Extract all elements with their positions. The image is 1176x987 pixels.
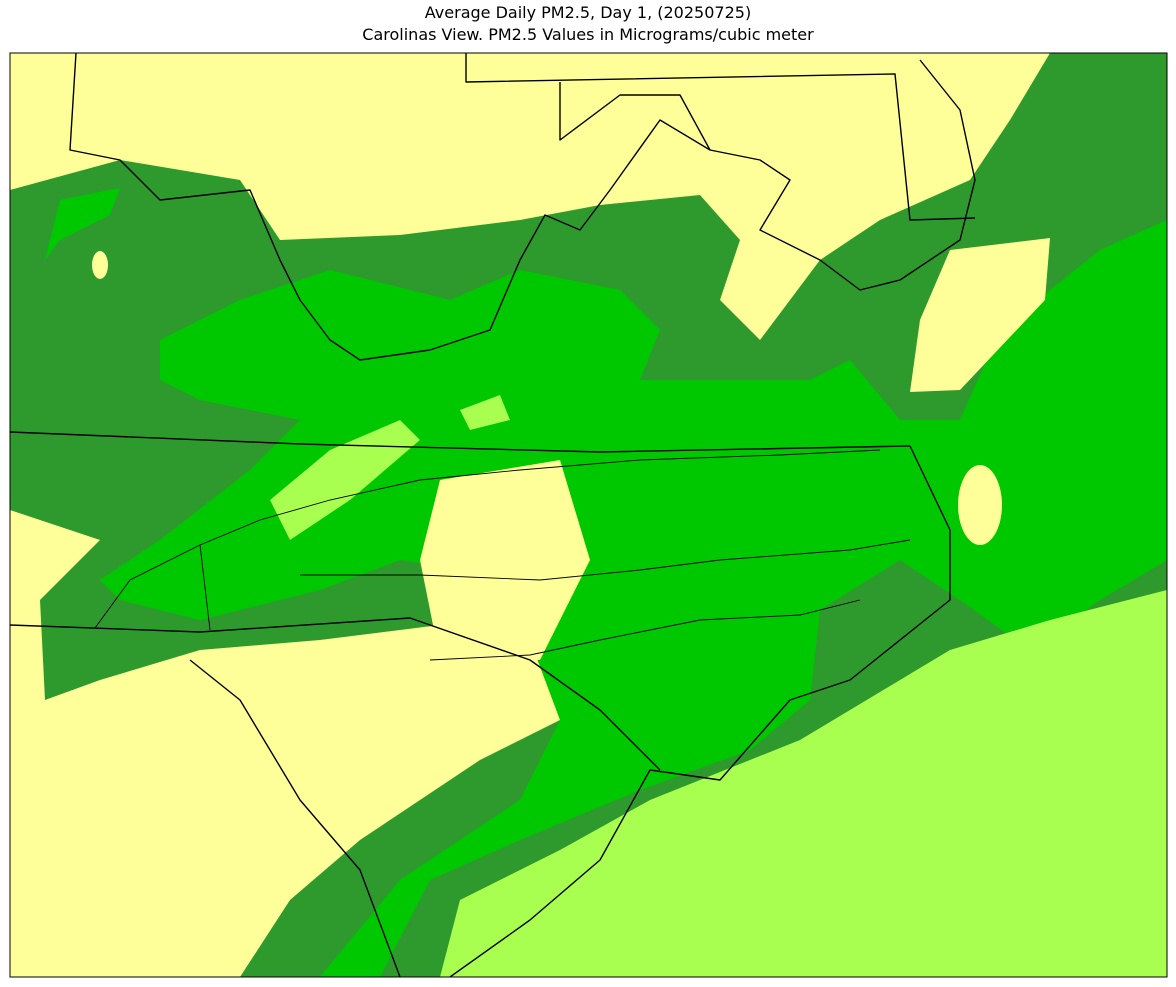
state-border	[465, 53, 976, 221]
region-low-patch	[910, 238, 1050, 392]
county-lines	[429, 599, 861, 661]
region-low-patch	[92, 251, 108, 279]
region-elevated	[100, 220, 1167, 977]
county-lines	[94, 449, 881, 629]
region-high-patch	[270, 420, 420, 540]
region-low-patch	[420, 460, 590, 660]
state-border	[10, 431, 911, 453]
region-high	[440, 590, 1167, 977]
state-border	[559, 82, 711, 151]
state-border	[69, 53, 976, 361]
map-title: Average Daily PM2.5, Day 1, (20250725)	[425, 3, 751, 22]
region-high-patch	[460, 395, 510, 430]
map-area	[10, 53, 1167, 977]
map-subtitle: Carolinas View. PM2.5 Values in Microgra…	[362, 25, 814, 44]
region-low-patch	[958, 465, 1002, 545]
county-lines	[199, 544, 211, 631]
map-frame	[9, 52, 1168, 978]
state-border	[10, 617, 661, 771]
county-lines	[300, 539, 911, 581]
state-border	[189, 659, 401, 977]
coastline	[449, 445, 951, 977]
region-elevated-patch	[45, 188, 120, 260]
